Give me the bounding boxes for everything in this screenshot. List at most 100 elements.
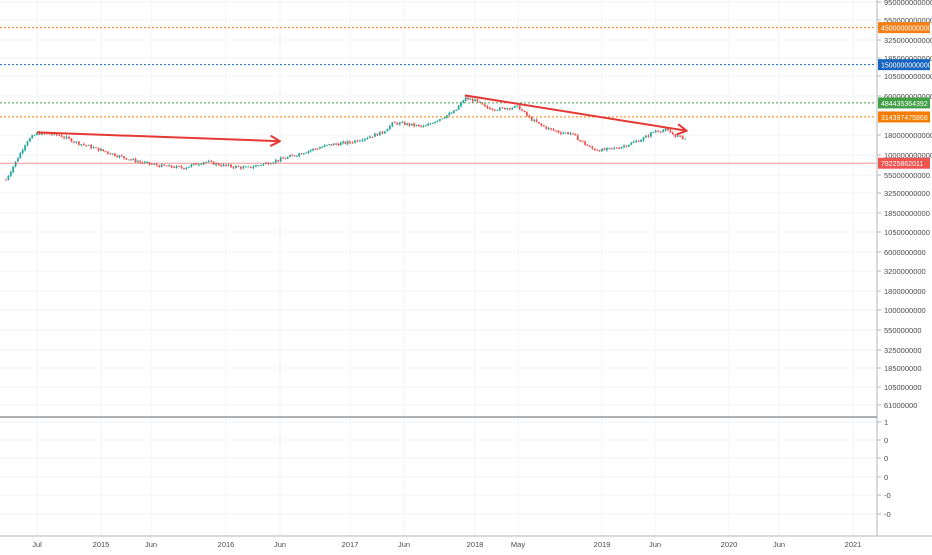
candle-body: [183, 168, 185, 169]
candle-body: [351, 142, 354, 144]
candle-body: [491, 109, 494, 111]
candle-body: [550, 128, 553, 130]
candle-body: [479, 101, 481, 103]
candle-body: [535, 119, 538, 123]
candle-body: [601, 148, 603, 152]
candle-body: [613, 147, 616, 149]
trend-arrows: [36, 94, 688, 147]
candle-body: [111, 153, 114, 155]
candle-body: [116, 155, 119, 157]
candle-body: [615, 147, 618, 149]
price-axis[interactable]: 9500000000000550000000000032500000000001…: [876, 0, 932, 536]
candle-body: [374, 133, 376, 137]
candle-body: [170, 165, 173, 168]
candle-body: [567, 132, 569, 135]
candle-body: [642, 137, 645, 141]
candle-body: [349, 141, 351, 143]
candle-body: [526, 112, 528, 116]
candle-body: [586, 144, 589, 146]
candle-body: [438, 119, 441, 121]
candle-body: [632, 141, 635, 143]
candle-body: [245, 166, 247, 168]
candle-body: [222, 164, 225, 167]
candle-body: [14, 161, 17, 167]
time-tick-label: Jun: [274, 540, 286, 549]
candle-body: [31, 135, 34, 139]
candle-body: [58, 134, 61, 136]
candle-body: [484, 104, 486, 107]
candle-body: [65, 136, 68, 139]
candle-body: [307, 151, 310, 153]
sub-tick-label: -0: [884, 510, 891, 519]
candle-body: [434, 121, 437, 124]
candle-body: [593, 148, 596, 151]
level-badge: [878, 97, 930, 109]
candle-body: [671, 132, 674, 135]
candle-body: [230, 164, 232, 167]
candle-body: [192, 163, 195, 165]
time-tick-label: 2021: [845, 540, 862, 549]
candle-body: [321, 146, 324, 148]
candle-body: [674, 134, 677, 137]
candle-body: [647, 135, 650, 137]
candle-body: [406, 123, 408, 125]
trend-arrow-line[interactable]: [36, 131, 280, 143]
candle-body: [654, 130, 657, 132]
candle-body: [388, 125, 391, 130]
candles: [5, 96, 686, 181]
candle-body: [417, 125, 420, 126]
candle-body: [314, 148, 317, 150]
candle-body: [547, 128, 550, 130]
candle-body: [48, 133, 51, 135]
candle-body: [68, 136, 70, 139]
candle-body: [460, 102, 462, 107]
price-tick-label: 61000000: [884, 401, 917, 410]
candle-body: [401, 122, 404, 124]
candle-body: [254, 165, 257, 167]
time-tick-label: 2015: [93, 540, 110, 549]
candle-body: [326, 144, 328, 146]
candle-body: [168, 165, 170, 167]
candle-body: [190, 164, 193, 167]
candle-body: [496, 110, 499, 111]
candle-body: [518, 105, 521, 110]
candle-body: [625, 145, 628, 147]
candle-body: [572, 133, 574, 135]
candle-body: [581, 140, 584, 142]
candle-body: [109, 153, 112, 155]
trend-arrow-line[interactable]: [464, 94, 687, 132]
candle-body: [125, 158, 128, 160]
candle-body: [424, 125, 427, 127]
candle-body: [506, 108, 509, 110]
candle-body: [422, 126, 425, 128]
price-tick-label: 32500000000: [884, 189, 930, 198]
candle-body: [158, 165, 161, 167]
candle-body: [679, 135, 682, 137]
candle-body: [286, 156, 289, 159]
candle-body: [50, 134, 53, 136]
candle-body: [356, 140, 359, 142]
candle-body: [33, 134, 36, 136]
candle-body: [136, 161, 139, 163]
candle-body: [627, 144, 630, 147]
candle-body: [87, 145, 90, 146]
candle-body: [220, 165, 222, 167]
candle-body: [603, 148, 606, 150]
candle-body: [9, 172, 12, 176]
candle-body: [295, 155, 298, 157]
candle-body: [232, 166, 235, 168]
candle-body: [17, 158, 19, 162]
candle-body: [185, 167, 188, 169]
time-axis[interactable]: Jul 2015 Jun 2016 Jun 2017 Jun 2018 May 2019 Jun 20…: [0, 535, 932, 549]
candle-body: [486, 106, 489, 108]
candle-body: [681, 135, 684, 140]
candle-body: [391, 122, 394, 126]
candle-body: [277, 160, 280, 162]
candle-body: [664, 128, 667, 131]
time-tick-label: 2020: [721, 540, 738, 549]
candle-body: [413, 123, 416, 126]
candle-body: [429, 123, 432, 125]
candle-body: [259, 165, 262, 166]
candle-body: [498, 107, 501, 111]
